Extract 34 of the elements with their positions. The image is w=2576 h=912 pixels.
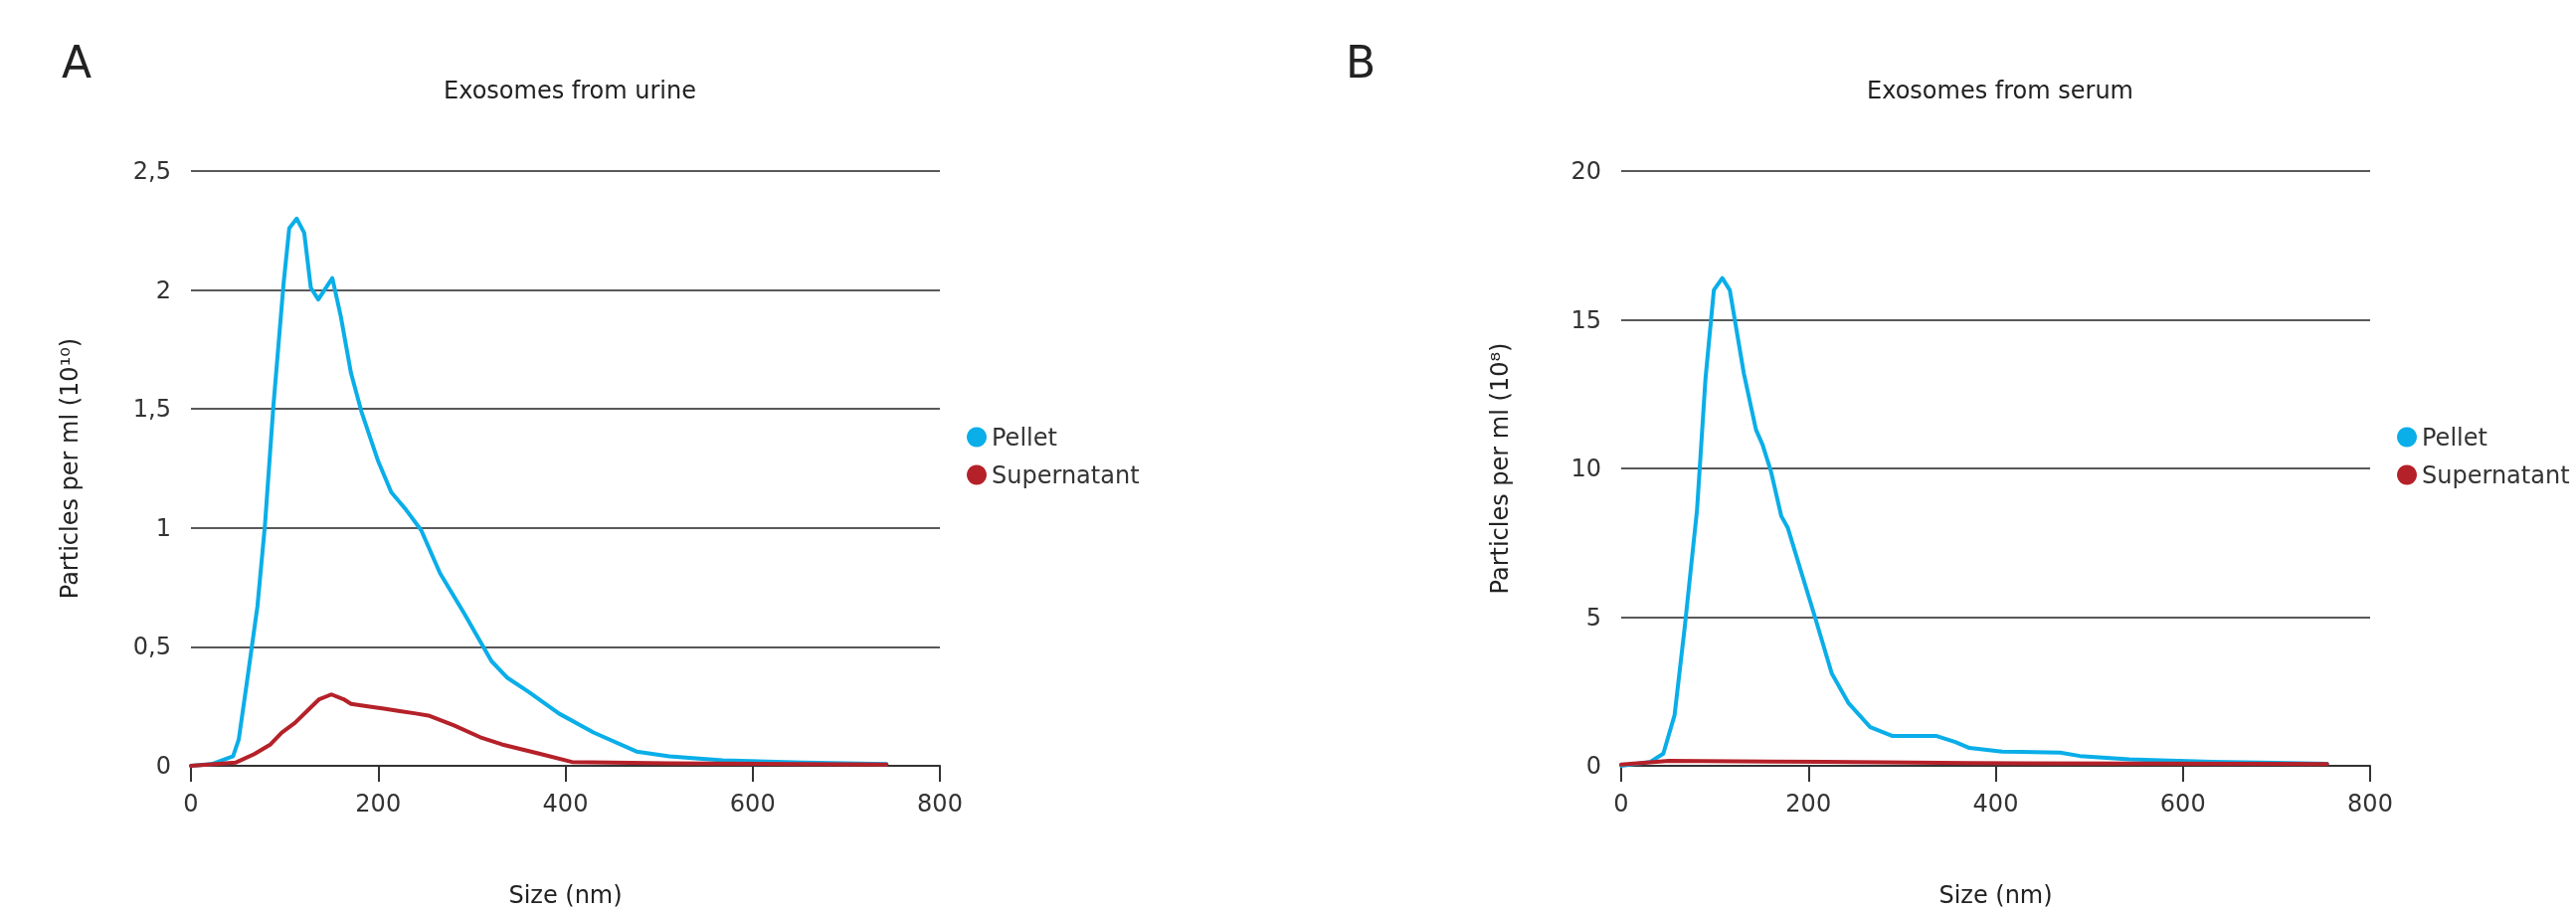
- x-tick-label: 400: [1972, 790, 2019, 818]
- legend-label: Supernatant: [2422, 460, 2570, 489]
- y-tick-label: 0,5: [132, 633, 171, 661]
- y-tick-label: 2: [155, 275, 171, 304]
- x-tick-label: 800: [917, 790, 963, 818]
- y-axis-title: Particles per ml (10¹⁰): [56, 337, 84, 600]
- y-tick-label: 1,5: [132, 395, 171, 424]
- line-series: [189, 692, 889, 768]
- legend-label: Supernatant: [992, 460, 1140, 489]
- x-tick-label: 800: [2347, 790, 2393, 818]
- x-tick-label: 600: [2159, 790, 2206, 818]
- y-axis-title: Particles per ml (10⁸): [1486, 342, 1514, 595]
- y-tick-label: 5: [1585, 603, 1601, 632]
- legend-label: Pellet: [2422, 423, 2487, 452]
- x-axis-title: Size (nm): [1938, 881, 2053, 909]
- y-tick-label: 20: [1570, 157, 1601, 185]
- text: B: [1346, 36, 1377, 88]
- text: A: [62, 36, 92, 88]
- y-tick-label: 0: [155, 752, 171, 780]
- x-tick-label: 400: [542, 790, 589, 818]
- chart-title: Exosomes from serum: [1867, 77, 2133, 104]
- y-tick-label: 10: [1570, 455, 1601, 482]
- y-tick-label: 2,5: [132, 157, 171, 185]
- x-tick-label: 200: [355, 790, 402, 818]
- x-axis-title: Size (nm): [508, 881, 623, 909]
- x-tick-label: 600: [729, 790, 776, 818]
- legend-label: Pellet: [992, 423, 1057, 452]
- y-tick-label: 0: [1585, 752, 1601, 780]
- x-tick-label: 200: [1785, 790, 1832, 818]
- x-tick-label: 0: [1613, 790, 1629, 818]
- x-tick-label: 0: [183, 790, 199, 818]
- y-tick-label: 1: [155, 513, 171, 542]
- chart-title: Exosomes from urine: [444, 77, 696, 104]
- y-tick-label: 15: [1570, 305, 1601, 334]
